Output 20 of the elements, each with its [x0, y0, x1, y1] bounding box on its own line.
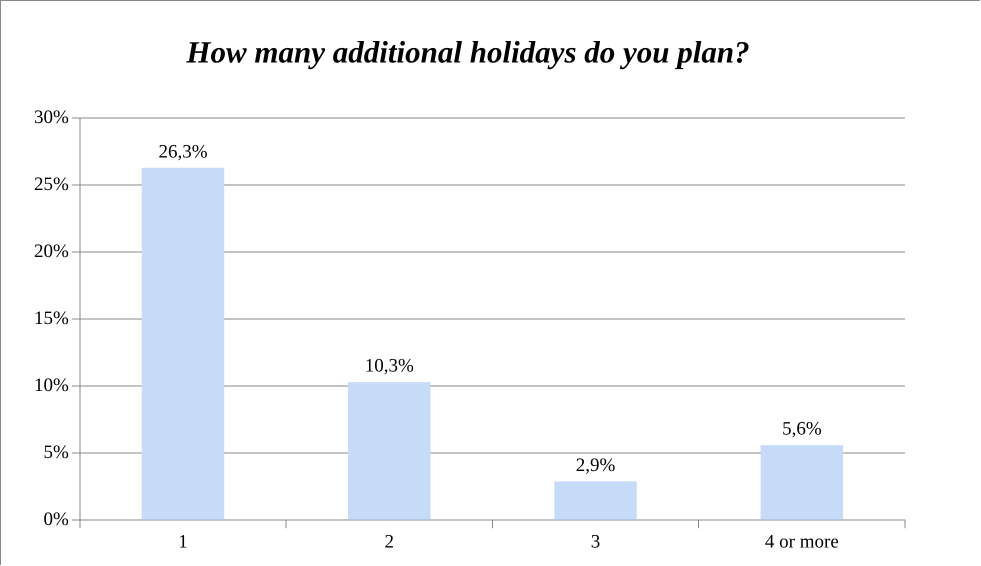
y-tick-label: 0%: [44, 509, 69, 530]
y-tick-label: 30%: [34, 107, 69, 128]
bar: [142, 168, 224, 520]
bar: [760, 445, 844, 520]
data-label: 2,9%: [576, 454, 616, 476]
x-tick-label: 3: [590, 532, 600, 553]
data-label: 5,6%: [782, 418, 822, 440]
data-label: 10,3%: [364, 356, 414, 377]
bar: [348, 382, 431, 520]
chart-title: How many additional holidays do you plan?: [185, 34, 750, 70]
y-tick-label: 15%: [34, 308, 69, 330]
y-tick-label: 10%: [34, 375, 69, 396]
y-tick-label: 20%: [34, 241, 69, 262]
x-tick-label: 4 or more: [764, 532, 839, 553]
x-tick-label: 1: [178, 532, 188, 553]
y-tick-label: 25%: [34, 174, 69, 196]
bar: [554, 481, 637, 520]
data-label: 26,3%: [158, 141, 208, 162]
x-tick-label: 2: [384, 532, 394, 553]
y-tick-label: 5%: [44, 442, 69, 464]
